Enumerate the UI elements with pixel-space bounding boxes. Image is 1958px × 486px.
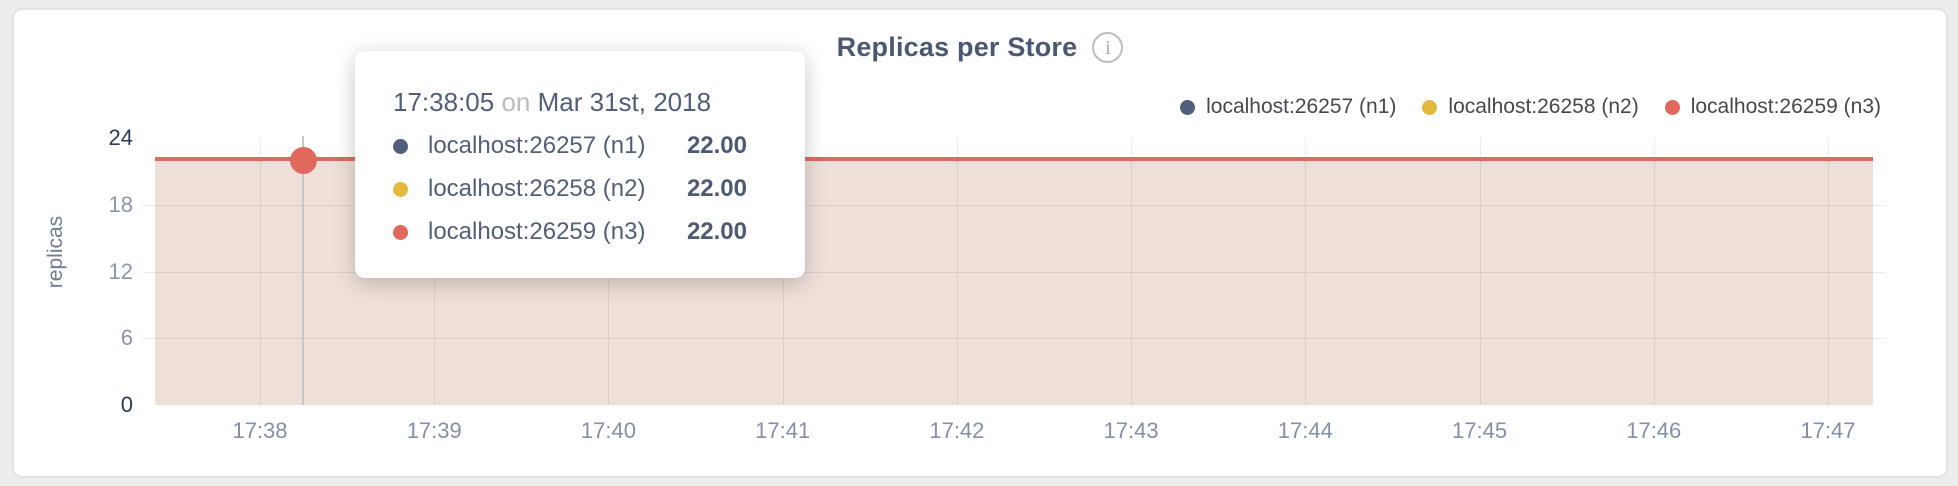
- tooltip-series-dot-icon: [393, 224, 408, 240]
- hover-point-dot: [289, 146, 317, 174]
- tooltip-series-dot-icon: [393, 138, 408, 154]
- x-gridline: [1305, 138, 1307, 405]
- tooltip-date: Mar 31st, 2018: [537, 87, 712, 117]
- x-tick-label: 17:41: [755, 418, 811, 443]
- tooltip-series-value: 22.00: [686, 218, 747, 245]
- y-gridline: [142, 338, 1885, 340]
- x-tick-label: 17:40: [580, 418, 636, 443]
- tooltip-timestamp: 17:38:05 on Mar 31st, 2018: [393, 87, 805, 117]
- legend-dot-icon: [1664, 99, 1680, 115]
- y-axis-label: replicas: [44, 215, 67, 289]
- x-tick-label: 17:43: [1103, 418, 1159, 443]
- tooltip-series-label: localhost:26257 (n1): [428, 132, 646, 159]
- info-icon[interactable]: i: [1092, 32, 1124, 63]
- tooltip-series-label: localhost:26258 (n2): [428, 175, 646, 202]
- legend-dot-icon: [1422, 99, 1438, 115]
- y-gridline: [142, 271, 1885, 273]
- hover-tooltip: 17:38:05 on Mar 31st, 2018 localhost:262…: [355, 51, 805, 278]
- legend-label: localhost:26257 (n1): [1206, 95, 1397, 118]
- x-gridline: [1479, 138, 1481, 405]
- legend-item[interactable]: localhost:26258 (n2): [1422, 95, 1639, 119]
- x-gridline: [1653, 138, 1655, 405]
- legend-dot-icon: [1180, 99, 1196, 115]
- y-gridline: [142, 204, 1885, 206]
- y-tick-label: 12: [108, 258, 133, 284]
- x-tick-label: 17:45: [1452, 418, 1508, 443]
- y-tick-label: 6: [120, 325, 133, 351]
- x-gridline: [260, 138, 261, 405]
- x-tick-label: 17:39: [406, 418, 462, 443]
- tooltip-series-row: localhost:26257 (n1) 22.00: [393, 132, 747, 160]
- legend-label: localhost:26259 (n3): [1690, 95, 1881, 118]
- tooltip-series-dot-icon: [393, 181, 408, 197]
- legend-item[interactable]: localhost:26259 (n3): [1664, 95, 1881, 119]
- x-tick-label: 17:42: [929, 418, 985, 443]
- y-tick-label: 24: [108, 125, 133, 150]
- tooltip-rows: localhost:26257 (n1) 22.00 localhost:26258…: [393, 132, 805, 246]
- tooltip-series-label: localhost:26259 (n3): [428, 218, 646, 245]
- x-tick-label: 17:44: [1277, 418, 1333, 443]
- series-line: [155, 156, 1873, 161]
- tooltip-conjunction: on: [501, 87, 531, 117]
- tooltip-series-row: localhost:26258 (n2) 22.00: [393, 175, 747, 203]
- x-tick-label: 17:38: [232, 418, 288, 443]
- legend-label: localhost:26258 (n2): [1448, 95, 1639, 118]
- y-tick-label: 18: [108, 191, 133, 217]
- x-tick-label: 17:47: [1800, 418, 1856, 443]
- tooltip-series-value: 22.00: [686, 132, 747, 159]
- chart-title: Replicas per Store: [836, 32, 1078, 62]
- legend-item[interactable]: localhost:26257 (n1): [1180, 95, 1396, 119]
- x-tick-label: 17:46: [1626, 418, 1682, 443]
- legend: localhost:26257 (n1) localhost:26258 (n2)…: [1180, 95, 1881, 119]
- x-gridline: [1131, 138, 1133, 405]
- tooltip-series-value: 22.00: [686, 175, 747, 202]
- tooltip-time: 17:38:05: [393, 87, 495, 117]
- x-gridline: [1827, 138, 1829, 405]
- chart-header: Replicas per Store i: [12, 32, 1948, 63]
- x-gridline: [956, 138, 958, 405]
- y-tick-label: 0: [120, 392, 133, 417]
- hover-crosshair: [302, 136, 304, 405]
- tooltip-series-row: localhost:26259 (n3) 22.00: [393, 218, 747, 246]
